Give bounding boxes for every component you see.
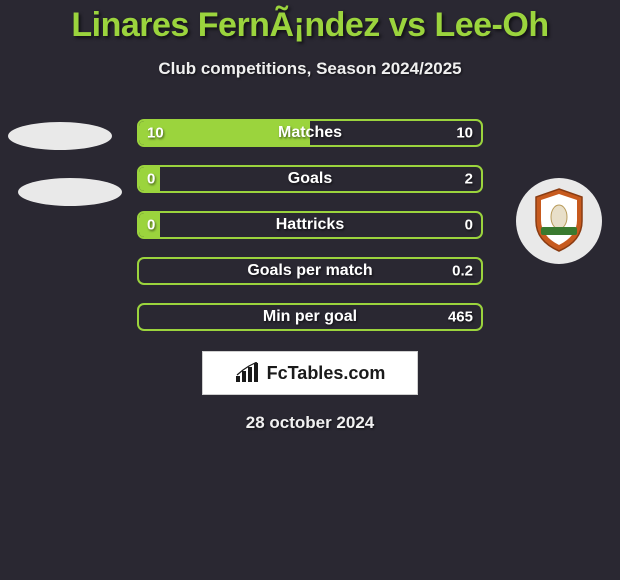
shield-icon xyxy=(530,187,588,255)
stat-row: 0Goals2 xyxy=(137,165,483,193)
right-player-badge xyxy=(516,178,602,264)
left-player-ellipse-1 xyxy=(8,122,112,150)
stat-track xyxy=(137,257,483,285)
stat-track xyxy=(137,211,483,239)
bar-chart-icon xyxy=(235,362,261,384)
page-title: Linares FernÃ¡ndez vs Lee-Oh xyxy=(71,6,548,45)
brand-box[interactable]: FcTables.com xyxy=(202,351,418,395)
stat-track xyxy=(137,119,483,147)
stat-track xyxy=(137,303,483,331)
stat-row: Goals per match0.2 xyxy=(137,257,483,285)
stat-fill xyxy=(139,121,310,145)
stat-fill xyxy=(139,167,160,191)
comparison-card: Linares FernÃ¡ndez vs Lee-Oh Club compet… xyxy=(0,0,620,580)
snapshot-date: 28 october 2024 xyxy=(246,413,375,433)
stats-list: 10Matches10 0Goals2 0Hattricks0 Goals per m… xyxy=(137,119,483,331)
page-subtitle: Club competitions, Season 2024/2025 xyxy=(158,59,461,79)
stat-row: 0Hattricks0 xyxy=(137,211,483,239)
stat-track xyxy=(137,165,483,193)
stat-row: 10Matches10 xyxy=(137,119,483,147)
brand-text: FcTables.com xyxy=(267,363,386,384)
stat-fill xyxy=(139,213,160,237)
left-player-ellipse-2 xyxy=(18,178,122,206)
stat-row: Min per goal465 xyxy=(137,303,483,331)
